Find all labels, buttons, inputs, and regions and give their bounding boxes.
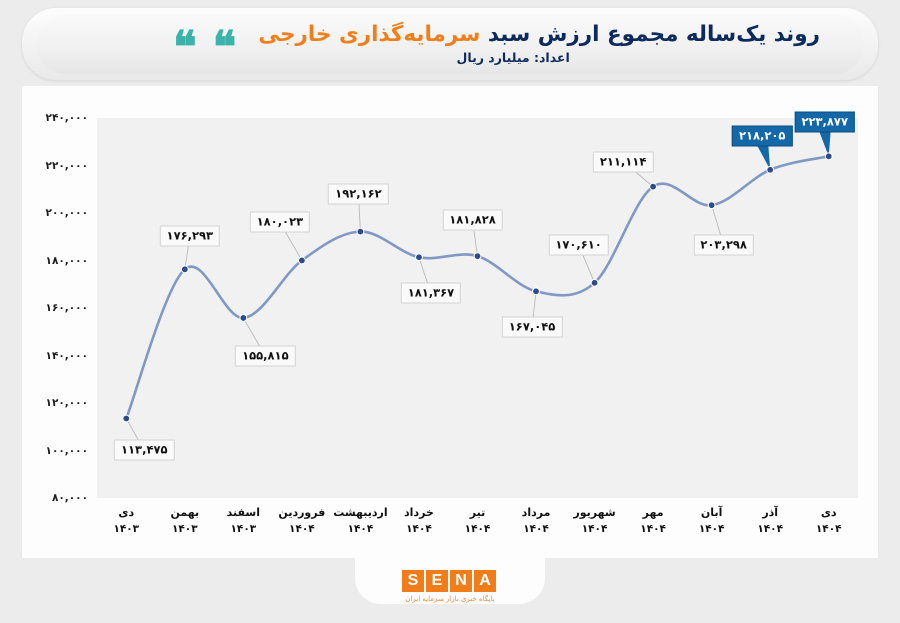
header-inner: روند یک‌ساله مجموع ارزش سبد سرمایه‌گذاری… [36,14,864,74]
x-axis-tick-label: بهمن ۱۴۰۳ [170,506,200,536]
callout-pointer [818,130,831,157]
callout-pointer [756,143,771,170]
data-label: ۱۸۱,۸۲۸ [442,209,503,231]
logo-letter: E [426,570,448,592]
y-axis-tick-label: ۱۰۰,۰۰۰ [45,444,88,457]
data-point-marker[interactable] [532,287,540,296]
x-axis-tick-label: تیر ۱۴۰۴ [464,506,491,536]
x-axis-tick-label: اردیبهشت ۱۴۰۴ [333,506,388,536]
x-axis-tick-label: مرداد ۱۴۰۴ [521,506,551,536]
subtitle-units: اعداد: میلیارد ریال [456,49,570,65]
y-axis-tick-label: ۲۰۰,۰۰۰ [45,207,88,219]
data-label: ۱۹۲,۱۶۲ [328,183,389,205]
data-label: ۱۷۶,۲۹۳ [159,225,221,247]
data-label-highlighted: ۲۱۸,۲۰۵ [731,125,793,147]
data-point-marker[interactable] [297,256,306,265]
y-axis-tick-label: ۱۶۰,۰۰۰ [45,302,88,314]
line-chart-svg [122,130,833,451]
data-label: ۱۷۰,۶۱۰ [548,234,609,256]
data-label: ۱۱۳,۴۷۵ [114,439,175,461]
y-axis-tick-label: ۸۰,۰۰۰ [51,492,88,504]
y-axis-tick-label: ۱۴۰,۰۰۰ [45,349,88,362]
x-axis-tick-label: مهر ۱۴۰۴ [640,506,666,536]
data-point-marker[interactable] [122,414,131,423]
title-text-orange: سرمایه‌گذاری خارجی [258,22,481,48]
page-title: روند یک‌ساله مجموع ارزش سبد سرمایه‌گذاری… [258,22,820,48]
x-axis-tick-label: آبان ۱۴۰۴ [698,506,725,536]
sena-logo-tagline: پایگاه خبری بازار سرمایه ایران [405,595,495,603]
title-block: روند یک‌ساله مجموع ارزش سبد سرمایه‌گذاری… [248,22,864,65]
data-point-marker[interactable] [239,314,248,322]
quote-mark-secondary-icon: ❝ [172,21,197,73]
data-label: ۱۵۵,۸۱۵ [235,345,296,367]
data-label: ۱۸۱,۳۶۷ [400,282,462,304]
data-point-marker[interactable] [766,165,775,174]
x-axis-tick-label: آذر ۱۴۰۴ [757,506,783,536]
y-axis-tick-label: ۲۴۰,۰۰۰ [45,112,88,124]
data-label-highlighted: ۲۲۳,۸۷۷ [794,111,855,133]
logo-letter: A [474,570,496,592]
callout-leader-lines [125,130,831,451]
title-text-dark: روند یک‌ساله مجموع ارزش سبد [487,22,820,48]
data-point-marker[interactable] [356,227,365,236]
x-axis-tick-label: فروردین ۱۴۰۴ [278,506,326,536]
data-point-marker[interactable] [649,182,658,191]
quote-mark-icon: ❝ [212,21,237,73]
data-point-marker[interactable] [590,278,599,287]
header-banner: روند یک‌ساله مجموع ارزش سبد سرمایه‌گذاری… [22,8,878,80]
series-markers [122,152,833,423]
x-axis-tick-label: اسفند ۱۴۰۳ [226,506,261,536]
logo-letter: N [450,570,472,592]
x-axis-tick-label: شهریور ۱۴۰۴ [573,506,616,536]
data-point-marker[interactable] [473,252,482,261]
x-axis-tick-label: خرداد ۱۴۰۴ [404,506,434,536]
data-point-marker[interactable] [415,253,423,262]
data-label: ۲۱۱,۱۱۴ [592,151,654,173]
data-label: ۲۰۳,۲۹۸ [693,234,754,256]
y-axis-tick-label: ۲۲۰,۰۰۰ [45,159,88,172]
data-point-marker[interactable] [707,201,716,210]
y-axis-tick-label: ۱۸۰,۰۰۰ [45,254,88,267]
data-point-marker[interactable] [824,152,833,161]
plot-area [97,118,858,498]
chart-card: ۲۴۰,۰۰۰ ۲۲۰,۰۰۰ ۲۰۰,۰۰۰ ۱۸۰,۰۰۰ ۱۶۰,۰۰۰ ۱۴۰,۰… [22,86,878,564]
x-axis-tick-label: دی ۱۴۰۳ [113,506,140,536]
logo-letter: S [402,570,424,592]
x-axis-tick-label: دی ۱۴۰۴ [815,506,842,536]
y-axis-tick-label: ۱۲۰,۰۰۰ [45,397,88,409]
series-line [124,154,831,420]
data-label: ۱۸۰,۰۲۳ [249,211,311,233]
data-point-marker[interactable] [180,265,189,274]
data-label: ۱۶۷,۰۴۵ [501,316,563,338]
